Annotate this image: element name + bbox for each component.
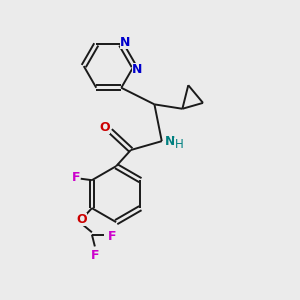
Text: O: O: [100, 121, 110, 134]
Text: H: H: [175, 138, 183, 151]
Text: N: N: [165, 135, 175, 148]
Text: F: F: [71, 171, 80, 184]
Text: N: N: [120, 36, 130, 49]
Text: N: N: [132, 62, 142, 76]
Text: O: O: [76, 213, 87, 226]
Text: F: F: [108, 230, 116, 243]
Text: F: F: [91, 249, 99, 262]
